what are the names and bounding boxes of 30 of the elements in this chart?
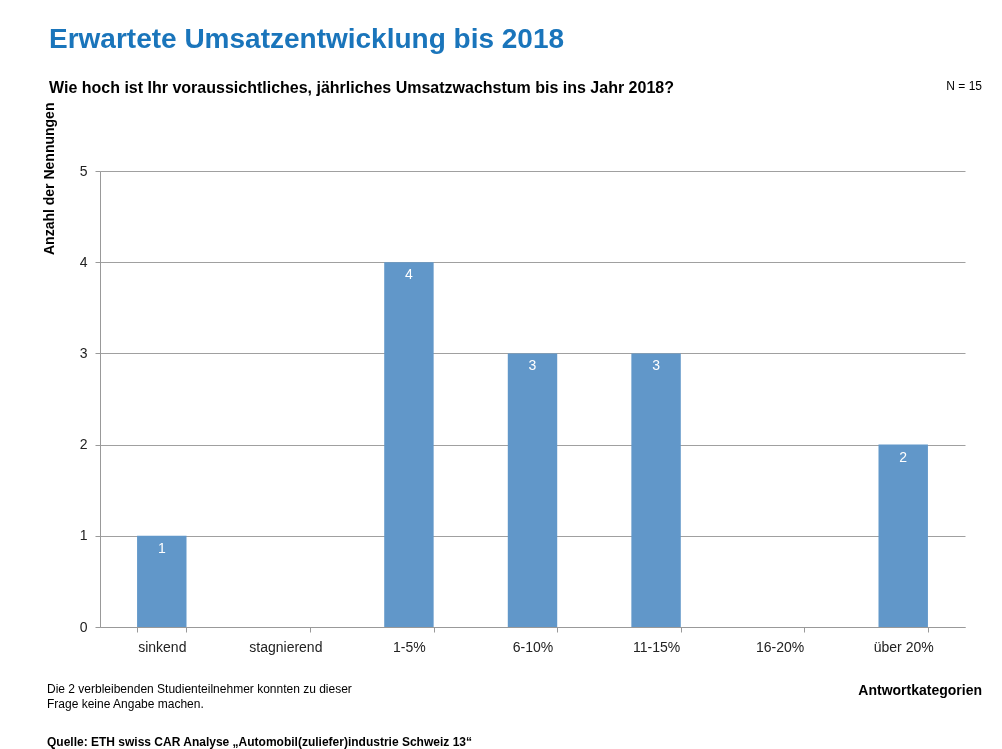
data-label: 2: [899, 448, 908, 465]
chart-title: Erwartete Umsatzentwicklung bis 2018: [49, 23, 565, 54]
x-tick-label: sinkend: [138, 638, 187, 655]
data-label: 3: [528, 357, 537, 374]
bar: [878, 444, 928, 627]
x-tick-label: stagnierend: [249, 638, 323, 655]
y-tick-label: 4: [79, 253, 88, 270]
text: Die 2 verbleibenden Studienteilnehmer konnten zu dieser Frage keine Angabe machen.: [47, 682, 352, 711]
x-tick-label: 16-20%: [756, 638, 805, 655]
data-label: 3: [652, 357, 661, 374]
x-tick-label: 1-5%: [393, 638, 426, 655]
y-axis-title: Anzahl der Nennungen: [41, 102, 57, 255]
y-tick-label: 0: [79, 618, 88, 635]
bar: [384, 262, 434, 627]
bar: [631, 353, 681, 627]
x-axis-title: Antwortkategorien: [858, 682, 982, 698]
bar: [137, 535, 187, 627]
chart-subtitle: Wie hoch ist Ihr voraussichtliches, jährliches Umsatzwachstum bis ins Jahr 2018?: [49, 79, 674, 96]
y-tick-label: 3: [79, 344, 88, 361]
data-label: 4: [405, 266, 414, 283]
y-tick-label: 1: [79, 527, 88, 544]
y-tick-label: 5: [79, 162, 88, 179]
y-tick-label: 2: [79, 436, 88, 453]
x-tick-label: 6-10%: [512, 638, 554, 655]
source-note: Quelle: ETH swiss CAR Analyse „Automobil(zuliefer)industrie Schweiz 13“: [47, 735, 472, 749]
x-tick-label: über 20%: [873, 638, 934, 655]
text: N = 15: [946, 79, 983, 93]
x-tick-label: 11-15%: [632, 638, 681, 655]
bar: [507, 353, 558, 627]
data-label: 1: [157, 539, 166, 556]
